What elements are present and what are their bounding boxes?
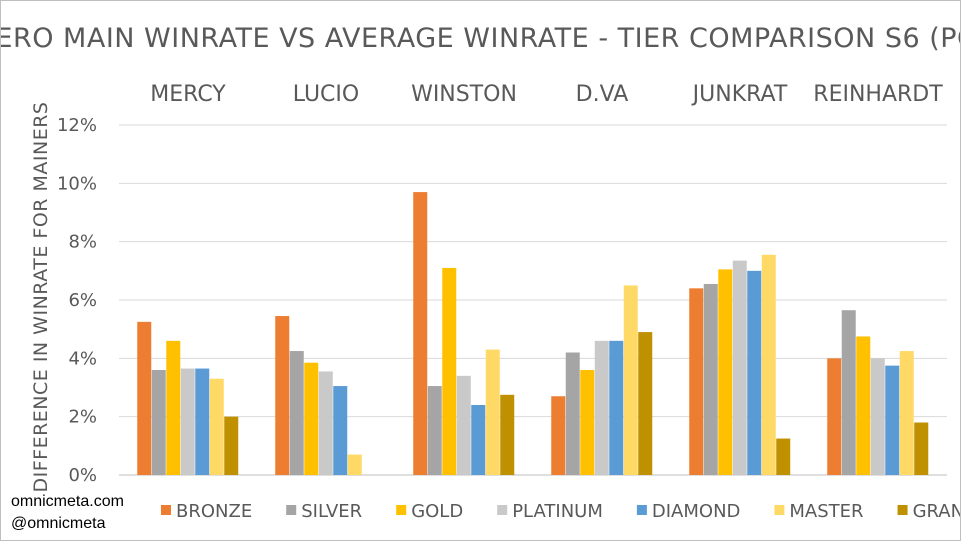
bar-grandmaster xyxy=(638,332,653,475)
bar-master xyxy=(347,454,362,475)
bar-grandmaster xyxy=(914,422,929,475)
category-label: MERCY xyxy=(150,82,226,107)
legend-label: DIAMOND xyxy=(652,501,741,522)
bar-bronze xyxy=(275,316,290,475)
y-tick-label: 6% xyxy=(68,290,97,311)
legend-swatch xyxy=(396,505,407,515)
category-label: JUNKRAT xyxy=(691,82,788,107)
legend-swatch xyxy=(161,505,171,515)
y-tick-label: 10% xyxy=(57,173,97,194)
bar-grandmaster xyxy=(500,394,515,475)
legend-swatch xyxy=(636,505,647,515)
bar-silver xyxy=(841,310,856,475)
bar-diamond xyxy=(747,270,762,475)
legend: BRONZE SILVER GOLD PLATINUM DIAMOND MASTER GRA… xyxy=(161,501,960,522)
bars xyxy=(137,192,929,476)
legend-swatch xyxy=(774,505,785,515)
bar-diamond xyxy=(333,386,348,475)
category-label: LUCIO xyxy=(293,82,359,107)
bar-bronze xyxy=(689,288,704,475)
credit-handle: @omnicmeta xyxy=(11,515,106,532)
y-tick-label: 0% xyxy=(68,465,97,486)
legend-label: BRONZE xyxy=(176,501,252,522)
bar-gold xyxy=(166,340,181,475)
legend-label: PLATINUM xyxy=(512,501,603,522)
bar-gold xyxy=(718,269,733,475)
bar-grandmaster xyxy=(224,416,239,475)
legend-swatch xyxy=(497,505,508,515)
y-tick-label: 2% xyxy=(68,407,97,428)
bar-gold xyxy=(442,267,457,475)
y-tick-label: 4% xyxy=(68,348,97,369)
bar-diamond xyxy=(195,368,210,475)
bar-diamond xyxy=(471,405,486,475)
bar-silver xyxy=(289,351,304,475)
bar-master xyxy=(485,349,500,475)
category-label: D.VA xyxy=(576,82,629,107)
y-axis-title: DIFFERENCE IN WINRATE FOR MAINERS xyxy=(30,102,52,493)
bar-bronze xyxy=(827,358,842,475)
bar-gold xyxy=(580,370,595,475)
bar-master xyxy=(899,351,914,475)
bar-platinum xyxy=(594,340,609,475)
y-tick-label: 12% xyxy=(57,115,97,136)
bar-bronze xyxy=(413,192,428,476)
bar-platinum xyxy=(870,358,885,475)
bar-silver xyxy=(151,370,166,475)
legend-label: GRANDMASTER xyxy=(913,501,960,522)
chart-title: HERO MAIN WINRATE VS AVERAGE WINRATE - T… xyxy=(1,23,960,54)
bar-grandmaster xyxy=(776,438,791,475)
category-label: WINSTON xyxy=(411,82,517,107)
bar-gold xyxy=(304,362,319,475)
bar-bronze xyxy=(137,321,152,475)
credit-site: omnicmeta.com xyxy=(11,493,124,510)
bar-platinum xyxy=(732,260,747,475)
legend-label: GOLD xyxy=(411,501,463,522)
legend-swatch xyxy=(897,505,908,515)
bar-master xyxy=(209,378,224,475)
bar-master xyxy=(623,285,638,475)
bar-platinum xyxy=(318,371,333,475)
bar-platinum xyxy=(180,368,195,475)
bar-silver xyxy=(565,352,580,475)
legend-swatch xyxy=(286,505,297,515)
legend-label: MASTER xyxy=(789,501,863,522)
bar-silver xyxy=(703,283,718,475)
labels: HERO MAIN WINRATE VS AVERAGE WINRATE - T… xyxy=(1,23,960,532)
bar-platinum xyxy=(456,375,471,475)
bar-bronze xyxy=(551,396,566,475)
y-tick-label: 8% xyxy=(68,232,97,253)
legend-label: SILVER xyxy=(301,501,362,522)
bar-diamond xyxy=(609,340,624,475)
bar-silver xyxy=(427,386,442,475)
bar-gold xyxy=(856,336,871,475)
gridlines xyxy=(119,124,947,476)
bar-master xyxy=(761,254,776,475)
category-label: REINHARDT xyxy=(813,82,943,107)
bar-diamond xyxy=(885,365,900,475)
